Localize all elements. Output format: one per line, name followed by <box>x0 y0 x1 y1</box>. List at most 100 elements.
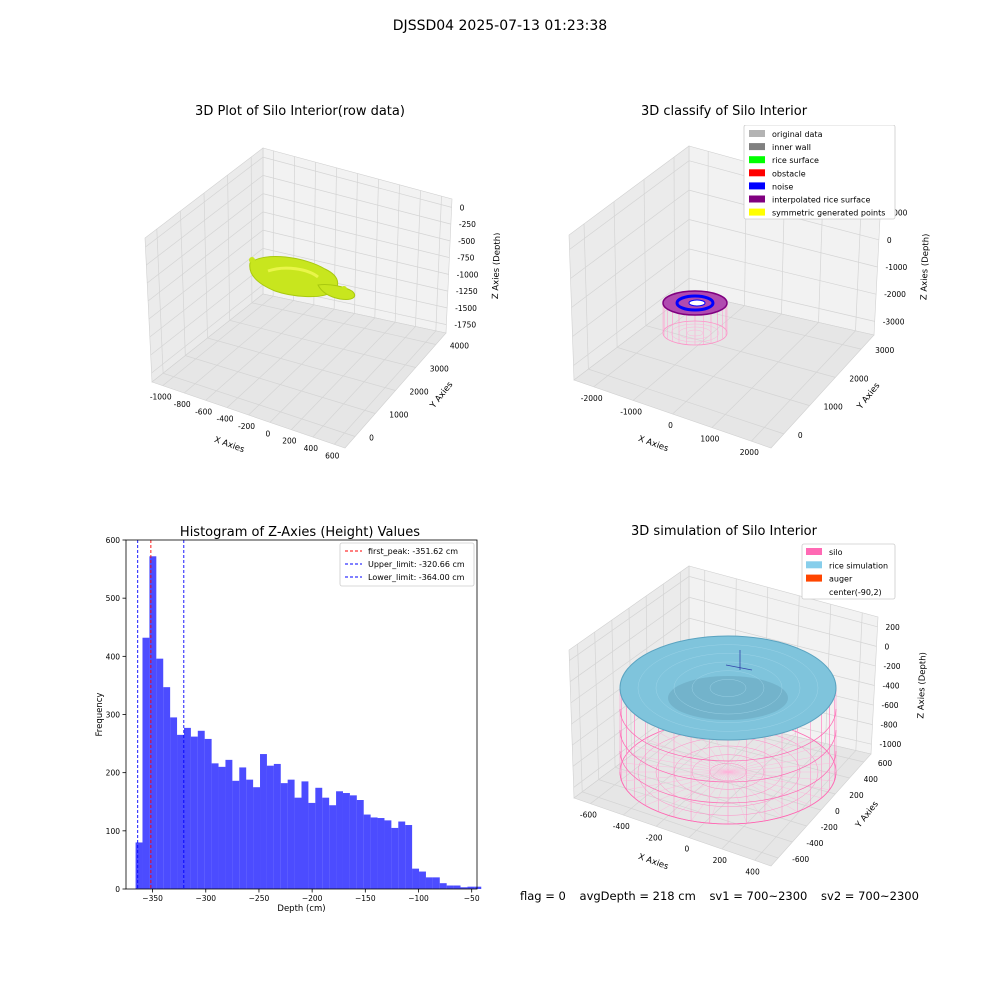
silo-wall-ring <box>619 771 837 825</box>
x-tick-label: −300 <box>195 894 216 903</box>
histogram-bar <box>322 797 330 889</box>
silo-floor-spoke <box>634 771 729 799</box>
axes-pane <box>151 293 447 449</box>
y-axis-label: Y Axies <box>853 799 881 831</box>
y-tick-label: 3000 <box>430 365 449 374</box>
histogram-bar <box>218 766 226 889</box>
z-tick-label: -1750 <box>454 321 476 330</box>
y-tick-label: 300 <box>106 711 121 720</box>
y-tick-label: 0 <box>835 807 840 816</box>
x-axis-label: X Axies <box>637 434 670 454</box>
silo-floor-spoke <box>727 771 783 818</box>
y-tick-label: 2000 <box>849 374 868 383</box>
grid-line <box>145 156 452 248</box>
histogram-bar <box>391 827 399 889</box>
rice-depression <box>668 676 788 720</box>
x-tick-label: 1000 <box>700 435 719 444</box>
histogram-bar <box>315 787 323 889</box>
silo-floor-ring <box>678 326 712 340</box>
grid-line <box>248 173 358 416</box>
auger-line <box>725 664 753 671</box>
grid-line <box>146 193 451 284</box>
simulation-3d-plot: -600-400-2000200400-600-400-200020040060… <box>568 543 929 876</box>
rice-mesh-ring <box>673 661 783 715</box>
histogram-bar <box>156 658 164 889</box>
y-tick-label: 100 <box>106 827 121 836</box>
simulation-plot-title: 3D simulation of Silo Interior <box>631 524 817 539</box>
y-tick-label: 500 <box>106 594 121 603</box>
histogram-bar <box>342 793 350 889</box>
legend-label: inner wall <box>772 143 811 152</box>
grid-line <box>312 190 421 438</box>
raw-highlight <box>267 266 319 279</box>
z-tick-label: -500 <box>458 237 475 246</box>
figure-title: DJSSD04 2025-07-13 01:23:38 <box>392 18 608 34</box>
histogram-bar <box>266 765 274 889</box>
histogram-bar <box>301 781 309 889</box>
histogram-bar <box>177 734 184 889</box>
y-tick-label: 200 <box>106 769 121 778</box>
x-tick-label: 200 <box>713 856 728 865</box>
histogram-bar <box>363 814 371 889</box>
classified-cylinder <box>662 290 728 346</box>
raw-point <box>249 257 255 263</box>
raw-plot-title: 3D Plot of Silo Interior(row data) <box>195 104 405 119</box>
avg-depth-text: avgDepth = 218 cm <box>579 889 696 903</box>
grid-line <box>147 211 450 302</box>
legend-frame <box>801 543 896 600</box>
legend-swatch <box>806 561 822 569</box>
z-tick-label: -1000 <box>880 740 902 749</box>
grid-line <box>569 596 877 682</box>
legend-swatch <box>749 130 765 137</box>
silo-floor-spoke <box>727 771 747 824</box>
silo-floor-spoke <box>727 754 830 773</box>
classify-plot-title: 3D classify of Silo Interior <box>640 104 808 119</box>
grid-line <box>583 223 784 435</box>
legend-swatch <box>749 143 765 151</box>
z-tick-label: -1000 <box>457 270 479 279</box>
histogram-bar <box>232 780 240 889</box>
silo-floor-spoke <box>727 771 811 806</box>
histogram-bar <box>225 759 233 889</box>
x-tick-label: 600 <box>325 451 340 460</box>
histogram-bar <box>467 886 475 889</box>
legend-swatch <box>749 208 765 216</box>
z-axis-label: Z Axies (Depth) <box>491 232 500 299</box>
silo-floor-spoke <box>709 771 729 824</box>
grid-line <box>156 228 356 437</box>
histogram-bar <box>287 779 295 889</box>
z-tick-label: -1000 <box>886 263 908 272</box>
legend-label: center(-90,2) <box>829 588 882 597</box>
legend-label: rice simulation <box>829 561 888 570</box>
rice-mesh-ring <box>709 679 747 697</box>
z-tick-label: 0 <box>887 236 892 245</box>
grid-line <box>203 192 396 391</box>
x-tick-label: 0 <box>685 845 690 854</box>
silo-floor-spoke <box>658 731 729 773</box>
histogram-bar <box>425 877 433 889</box>
silo-floor-spoke <box>727 771 835 782</box>
histogram-bar <box>135 842 143 889</box>
grid-line <box>645 595 836 795</box>
axes-pane <box>573 292 875 449</box>
silo-floor-ring <box>686 329 704 337</box>
classify-3d-plot: -2000 -1000 0 1000 2000 0 1000 2000 3000 1000 0 -10… <box>568 125 932 457</box>
legend-swatch <box>806 574 822 582</box>
z-tick-label: -1500 <box>455 304 477 313</box>
legend-swatch <box>749 182 765 190</box>
y-tick-label: -400 <box>806 839 823 848</box>
silo-floor-spoke <box>727 771 766 821</box>
grid-line <box>148 229 449 320</box>
silo-floor-spoke <box>727 771 798 813</box>
histogram-bar <box>170 717 178 889</box>
y-tick-label: -600 <box>792 855 809 864</box>
legend-label: Lower_limit: -364.00 cm <box>368 573 465 582</box>
histogram-bar <box>405 825 413 889</box>
histogram-bar <box>349 795 357 889</box>
x-tick-label: −100 <box>408 894 429 903</box>
grid-line <box>577 643 779 859</box>
histogram-bar <box>370 817 378 889</box>
grid-line <box>613 201 810 406</box>
legend-label: first_peak: -351.62 cm <box>368 547 458 556</box>
histogram-bar <box>239 767 247 889</box>
